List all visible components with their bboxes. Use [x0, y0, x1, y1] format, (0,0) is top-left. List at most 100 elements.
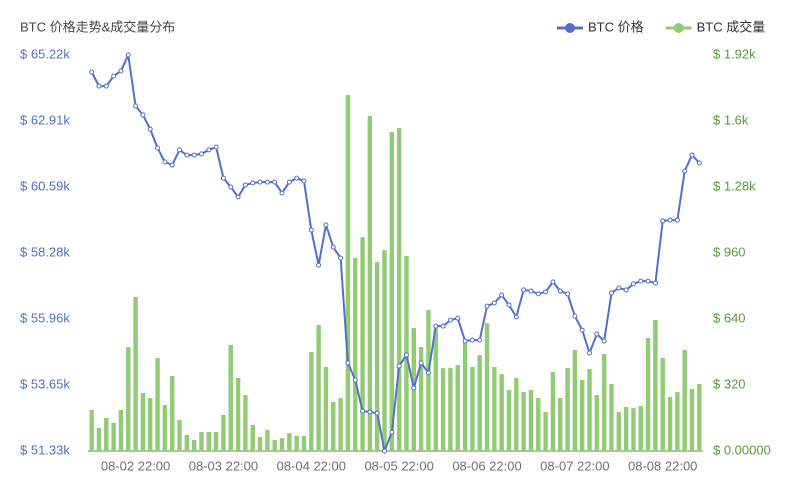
- volume-bar: [601, 354, 607, 451]
- price-point: [323, 222, 329, 228]
- price-point: [155, 145, 161, 151]
- price-point: [396, 363, 402, 369]
- price-point: [660, 218, 666, 224]
- y2-tick-label: $ 0.00000: [713, 442, 771, 457]
- price-point: [389, 429, 395, 435]
- volume-bar: [514, 377, 519, 451]
- price-point: [169, 162, 175, 168]
- volume-bar: [111, 422, 116, 451]
- volume-bar: [558, 397, 563, 451]
- price-point: [403, 352, 409, 358]
- x-tick-label: 08-07 22:00: [540, 458, 609, 473]
- x-tick-label: 08-08 22:00: [628, 458, 697, 473]
- volume-bar: [492, 367, 497, 451]
- price-point: [528, 288, 534, 294]
- volume-bar: [184, 434, 190, 451]
- price-point: [286, 179, 292, 185]
- volume-bar: [426, 309, 431, 451]
- price-point: [118, 68, 124, 74]
- y2-tick-label: $ 640: [713, 310, 746, 325]
- volume-bar: [309, 352, 314, 451]
- y-tick-label: $ 62.91k: [20, 112, 70, 127]
- price-point: [469, 337, 475, 343]
- volume-bar: [638, 406, 643, 451]
- volume-bar: [374, 262, 380, 451]
- volume-bar: [360, 237, 365, 451]
- price-point: [484, 303, 490, 309]
- price-point: [330, 244, 336, 250]
- volume-bar: [331, 401, 336, 451]
- volume-bar: [433, 328, 438, 451]
- price-point: [579, 327, 585, 333]
- volume-bar: [389, 132, 395, 451]
- price-point: [521, 287, 527, 293]
- volume-bar: [191, 440, 197, 451]
- volume-bar: [265, 429, 270, 451]
- volume-bar: [382, 250, 387, 451]
- volume-bar: [294, 435, 299, 451]
- volume-bar: [323, 367, 329, 451]
- volume-bar: [96, 427, 102, 451]
- volume-bar: [667, 396, 673, 451]
- y2-tick-label: $ 1.92k: [713, 46, 756, 61]
- price-point: [111, 73, 117, 79]
- volume-bar: [440, 368, 446, 451]
- volume-bar: [162, 405, 168, 451]
- volume-bar: [396, 128, 402, 451]
- price-point: [264, 179, 270, 185]
- price-point: [257, 179, 263, 185]
- volume-bar: [272, 440, 277, 451]
- price-point: [425, 370, 431, 376]
- x-tick-label: 08-02 22:00: [101, 458, 170, 473]
- price-point: [447, 317, 453, 323]
- price-point: [301, 178, 307, 184]
- legend-symbol: [565, 23, 575, 33]
- price-point: [411, 385, 417, 391]
- legend-label: BTC 价格: [588, 19, 644, 34]
- price-point: [455, 315, 461, 321]
- volume-bar: [484, 323, 490, 451]
- volume-bar: [367, 116, 373, 452]
- y-tick-label: $ 58.28k: [20, 244, 70, 259]
- legend-label: BTC 成交量: [697, 19, 766, 34]
- volume-bar: [169, 375, 175, 451]
- price-point: [198, 151, 204, 157]
- price-point: [133, 103, 139, 109]
- volume-bar: [250, 425, 255, 451]
- volume-bar: [521, 392, 526, 451]
- volume-bar: [477, 355, 482, 451]
- volume-bar: [448, 368, 453, 451]
- volume-bar: [155, 357, 160, 451]
- price-point: [587, 350, 593, 356]
- price-point: [630, 281, 636, 287]
- price-point: [279, 190, 285, 196]
- volume-bar: [572, 349, 578, 451]
- volume-bar: [689, 388, 695, 451]
- price-point: [294, 175, 300, 181]
- price-point: [623, 287, 629, 293]
- price-point: [696, 160, 702, 166]
- volume-bar: [609, 383, 614, 451]
- volume-bar: [199, 432, 204, 451]
- volume-bar: [470, 367, 475, 451]
- y-tick-label: $ 60.59k: [20, 178, 70, 193]
- x-tick-label: 08-06 22:00: [452, 458, 521, 473]
- volume-bar: [279, 438, 285, 451]
- price-point: [96, 83, 102, 89]
- price-point: [272, 179, 278, 185]
- price-point: [550, 279, 556, 285]
- price-point: [682, 168, 688, 174]
- y-tick-label: $ 51.33k: [20, 442, 70, 457]
- volume-bar: [579, 380, 585, 451]
- volume-bar: [133, 296, 138, 451]
- volume-bar: [455, 364, 460, 451]
- y-tick-label: $ 53.65k: [20, 376, 70, 391]
- price-point: [440, 323, 446, 329]
- price-point: [177, 147, 183, 153]
- price-point: [506, 302, 512, 308]
- price-point: [316, 262, 322, 268]
- y2-tick-label: $ 1.28k: [713, 178, 756, 193]
- price-point: [462, 338, 468, 344]
- volume-bar: [550, 372, 556, 451]
